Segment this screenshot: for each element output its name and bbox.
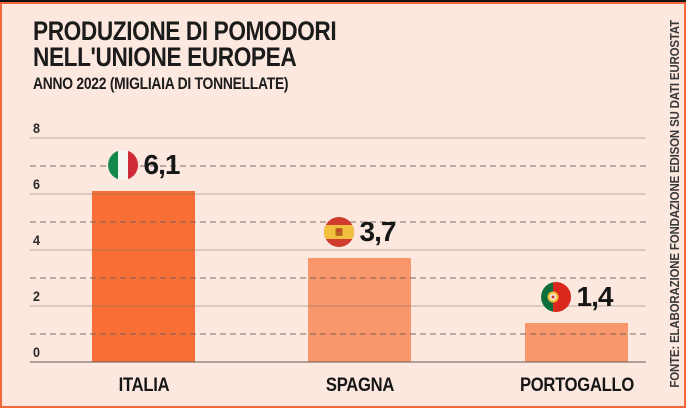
source-credit: FONTE: ELABORAZIONE FONDAZIONE EDISON SU…	[668, 0, 682, 408]
y-tick-label-8: 8	[33, 120, 41, 136]
category-label-portogallo: PORTOGALLO	[519, 374, 634, 396]
category-label-italia: ITALIA	[118, 374, 169, 396]
gridline-3	[30, 277, 646, 279]
portugal-flag-icon	[540, 282, 571, 312]
page-title-line2: NELL'UNIONE EUROPEA	[33, 42, 297, 72]
gridline-1	[30, 333, 646, 335]
value-group-spagna: 3,7	[323, 216, 397, 247]
bar-spagna	[308, 258, 411, 362]
y-tick-label-6: 6	[33, 176, 41, 192]
y-tick-label-2: 2	[33, 288, 41, 304]
gridline-6	[30, 193, 646, 195]
gridline-8	[30, 137, 646, 139]
value-label-italia: 6,1	[143, 149, 181, 180]
value-label-spagna: 3,7	[359, 216, 397, 247]
y-tick-label-4: 4	[33, 232, 41, 248]
source-credit-text: FONTE: ELABORAZIONE FONDAZIONE EDISON SU…	[668, 20, 682, 388]
spain-flag-icon	[323, 217, 354, 247]
gridline-2	[30, 305, 646, 307]
gridline-7	[30, 165, 646, 167]
page-title-line1: PRODUZIONE DI POMODORI	[33, 16, 337, 46]
value-group-italia: 6,1	[107, 149, 181, 180]
y-tick-label-0: 0	[33, 344, 41, 360]
bar-portogallo	[525, 323, 628, 362]
title-block: PRODUZIONE DI POMODORI NELL'UNIONE EUROP…	[33, 18, 394, 94]
value-label-portogallo: 1,4	[576, 281, 614, 312]
gridline-4	[30, 249, 646, 251]
page-subtitle: ANNO 2022 (MIGLIAIA DI TONNELLATE)	[33, 75, 289, 93]
category-label-spagna: SPAGNA	[325, 374, 394, 396]
bar-italia	[92, 191, 195, 362]
italy-flag-icon	[107, 150, 138, 180]
top-black-strip	[0, 0, 686, 2]
value-group-portogallo: 1,4	[540, 281, 614, 312]
x-axis-line	[30, 361, 646, 363]
